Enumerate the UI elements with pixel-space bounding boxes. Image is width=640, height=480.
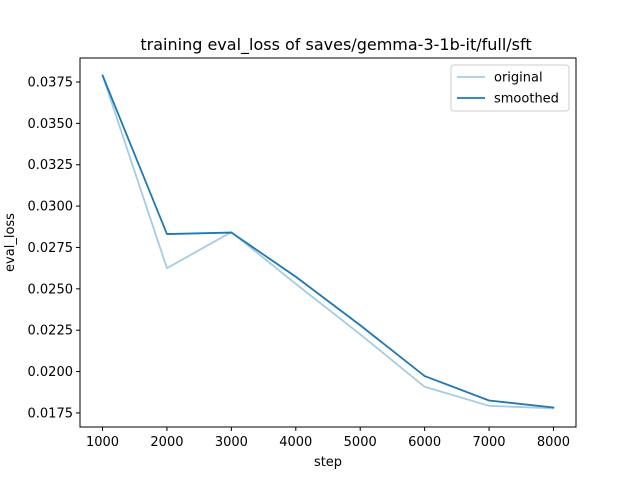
- legend: original smoothed: [450, 64, 570, 112]
- x-tick-label: 3000: [215, 435, 248, 450]
- y-tick-label: 0.0350: [28, 117, 74, 132]
- legend-label-smoothed: smoothed: [494, 92, 559, 107]
- series-line-smoothed: [101, 74, 555, 409]
- series-line-original: [101, 74, 555, 410]
- legend-label-original: original: [494, 71, 543, 86]
- y-tick-label: 0.0225: [28, 324, 74, 339]
- y-tick-label: 0.0250: [28, 282, 74, 297]
- y-tick-label: 0.0300: [28, 200, 74, 215]
- x-tick-label: 5000: [344, 435, 377, 450]
- plot-area-frame: [79, 57, 577, 428]
- y-tick-label: 0.0375: [28, 75, 74, 90]
- y-tick-label: 0.0275: [28, 241, 74, 256]
- x-axis-title: step: [314, 455, 342, 470]
- plot-lines: [101, 74, 555, 410]
- chart-title: training eval_loss of saves/gemma-3-1b-i…: [140, 35, 531, 55]
- y-axis-title: eval_loss: [3, 213, 18, 272]
- x-tick-label: 4000: [279, 435, 312, 450]
- x-tick-label: 7000: [472, 435, 505, 450]
- x-tick-label: 2000: [150, 435, 183, 450]
- y-tick-label: 0.0325: [28, 158, 74, 173]
- x-tick-label: 6000: [408, 435, 441, 450]
- x-tick-label: 1000: [86, 435, 119, 450]
- y-tick-label: 0.0175: [28, 406, 74, 421]
- y-tick-label: 0.0200: [28, 365, 74, 380]
- x-tick-label: 8000: [537, 435, 570, 450]
- y-axis-ticks: 0.0175 0.0200 0.0225 0.0250 0.0275 0.0300 0.03…: [28, 75, 80, 421]
- x-axis-ticks: 1000 2000 3000 4000 5000 6000 7000 8000: [86, 427, 570, 450]
